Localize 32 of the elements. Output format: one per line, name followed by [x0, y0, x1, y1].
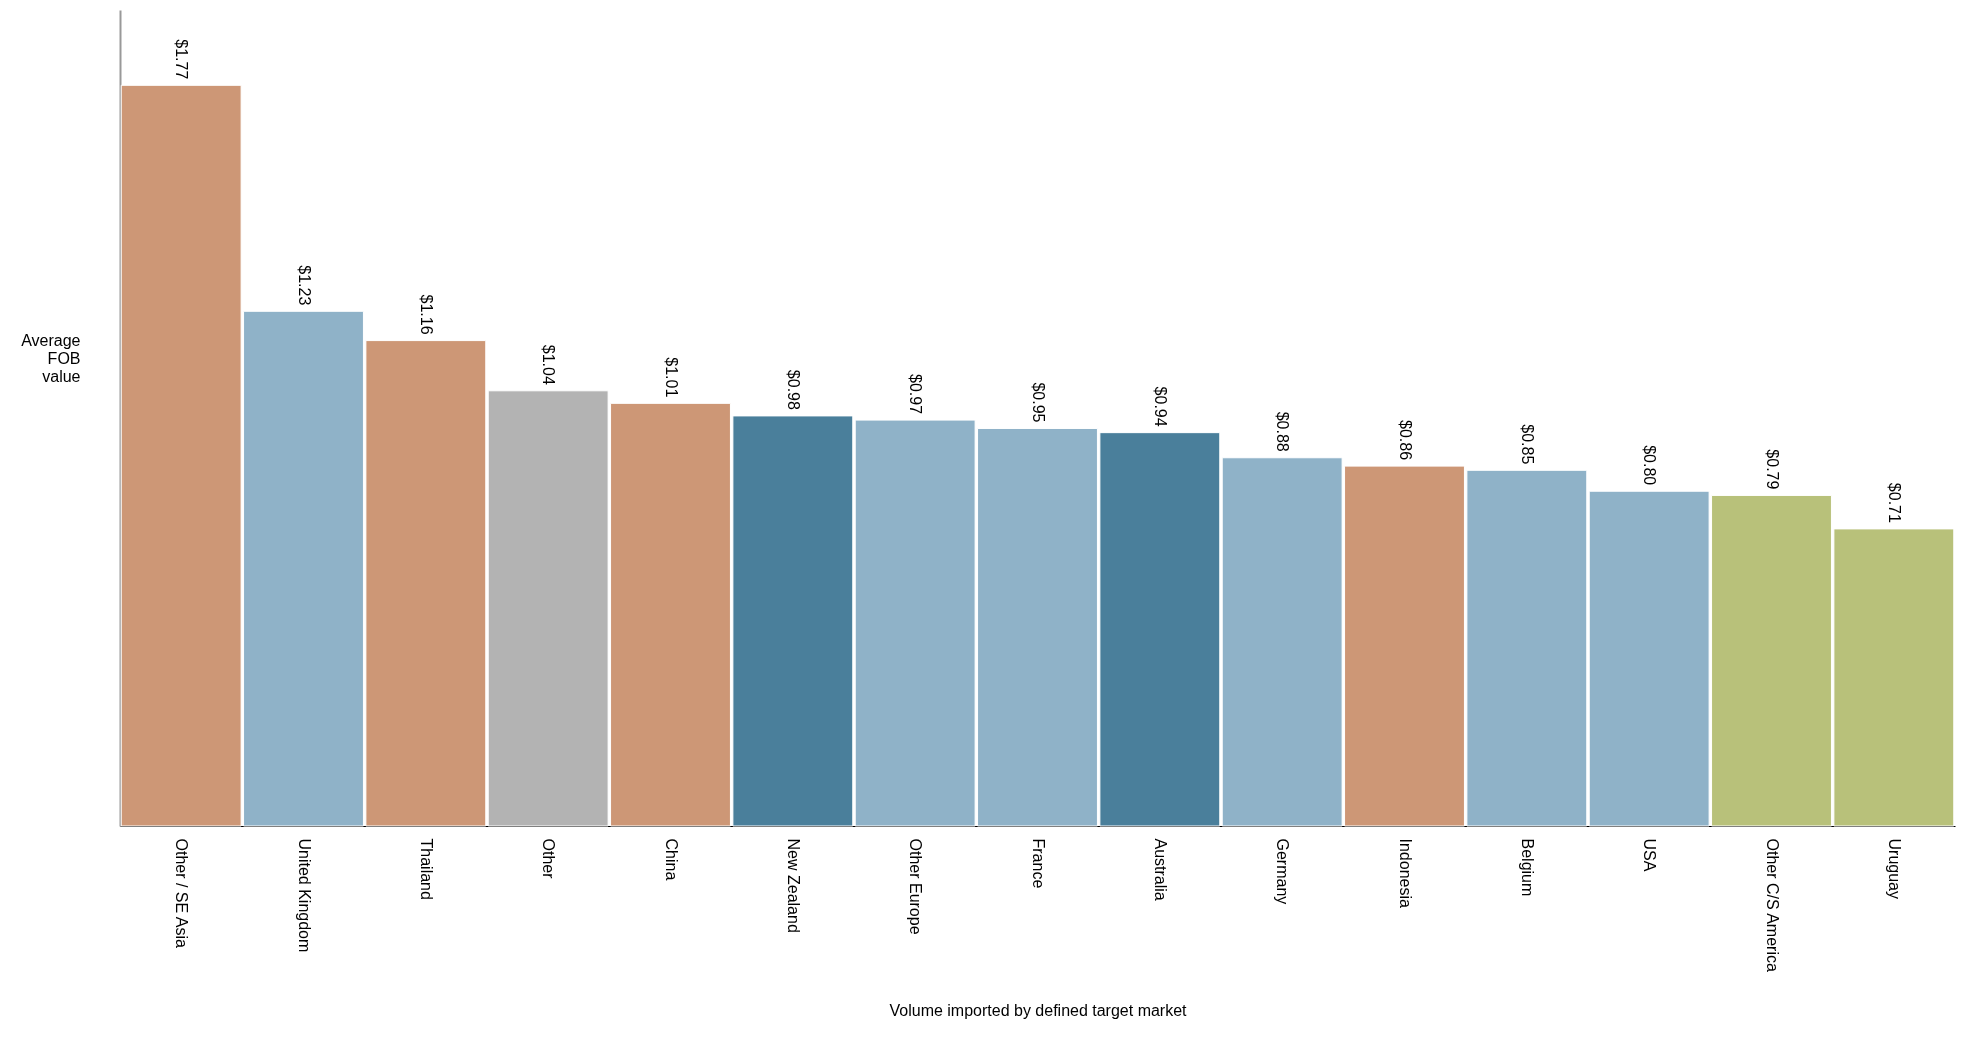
x-tick-label: Other C/S America	[1763, 838, 1781, 972]
data-label: $0.85	[1518, 424, 1536, 465]
data-label: $1.77	[173, 39, 191, 80]
data-label: $0.71	[1885, 482, 1903, 523]
data-label: $1.01	[662, 357, 680, 398]
data-label: $0.97	[907, 374, 925, 415]
x-tick-label: United Kingdom	[295, 838, 313, 953]
data-label: $0.79	[1763, 449, 1781, 490]
x-tick-label: France	[1029, 838, 1047, 889]
x-tick-label: Uruguay	[1885, 838, 1903, 899]
data-label: $0.86	[1396, 420, 1414, 461]
x-tick-label: New Zealand	[784, 838, 802, 933]
x-tick-label: Australia	[1151, 838, 1169, 901]
data-label: $0.80	[1641, 445, 1659, 486]
data-label: $0.94	[1151, 386, 1169, 427]
data-label: $0.95	[1029, 382, 1047, 423]
data-label: $0.98	[784, 369, 802, 410]
x-tick-label: Other / SE Asia	[173, 838, 191, 948]
x-tick-label: Indonesia	[1396, 838, 1414, 908]
x-tick-label: Belgium	[1518, 838, 1536, 897]
data-label: $1.23	[295, 265, 313, 306]
data-label: $1.04	[540, 344, 558, 385]
data-label: $0.88	[1274, 411, 1292, 452]
x-tick-label: Other	[540, 838, 558, 880]
x-axis-title: Volume imported by defined target market	[889, 1001, 1188, 1019]
x-tick-label: China	[662, 838, 680, 881]
data-label: $1.16	[417, 294, 435, 335]
x-tick-label: USA	[1641, 838, 1659, 872]
x-tick-label: Other Europe	[907, 838, 925, 935]
y-axis-title: Average FOB value	[21, 331, 81, 385]
x-tick-label: Thailand	[417, 838, 435, 900]
x-tick-label: Germany	[1274, 838, 1292, 905]
